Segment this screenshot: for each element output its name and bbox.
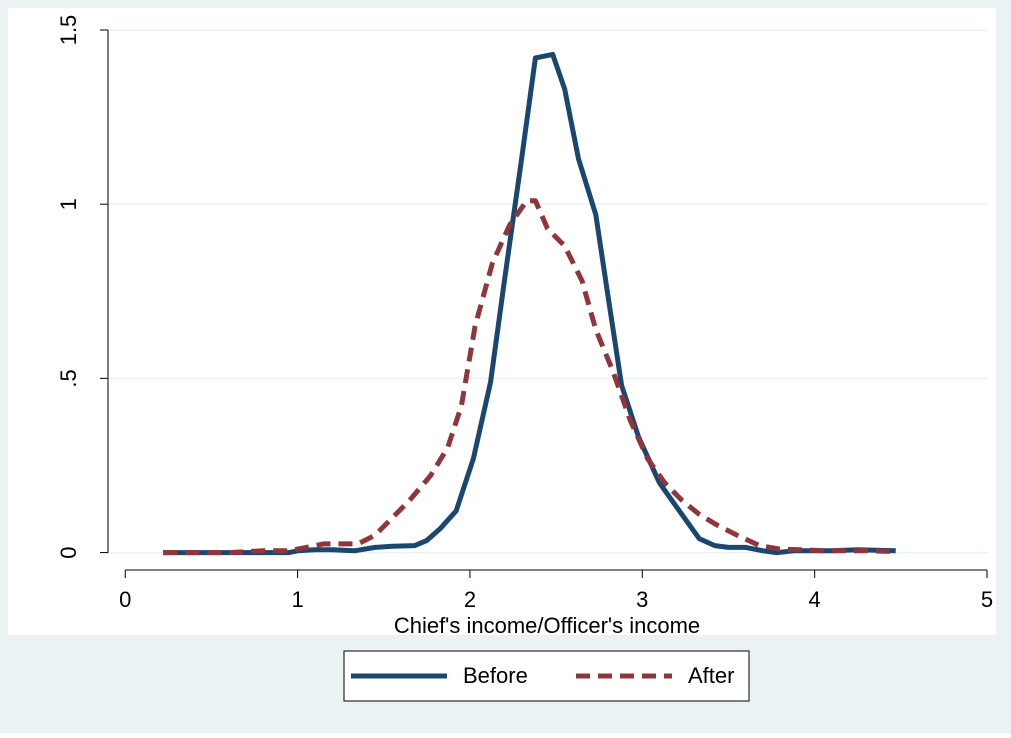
- plot-region: [108, 30, 987, 570]
- x-tick-label: 3: [636, 587, 648, 612]
- x-axis-label: Chief's income/Officer's income: [394, 613, 700, 638]
- y-tick-label: .5: [56, 369, 81, 387]
- axes: [107, 30, 987, 571]
- legend-label-after: After: [688, 663, 734, 688]
- x-tick-label: 0: [119, 587, 131, 612]
- x-tick-label: 1: [291, 587, 303, 612]
- x-tick-label: 4: [809, 587, 821, 612]
- x-tick-label: 5: [981, 587, 993, 612]
- series-line-before: [163, 51, 896, 556]
- y-tick-label: 1.5: [56, 15, 81, 46]
- legend-label-before: Before: [463, 663, 528, 688]
- series-lines: [163, 51, 896, 556]
- y-tick-label: 0: [56, 546, 81, 558]
- series-line-after: [163, 198, 896, 556]
- x-tick-label: 2: [464, 587, 476, 612]
- y-tick-label: 1: [56, 198, 81, 210]
- legend: Before After: [343, 650, 750, 702]
- y-axis-ticks: 0 .5 1 1.5: [56, 15, 108, 559]
- x-axis-ticks: 0 1 2 3 4 5: [119, 570, 993, 612]
